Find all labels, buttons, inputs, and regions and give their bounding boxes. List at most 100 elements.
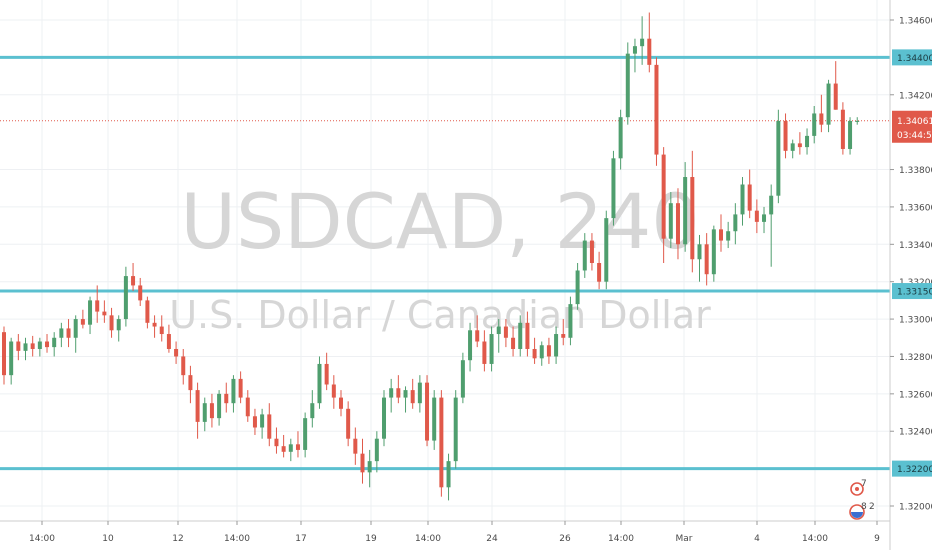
- badge-top-icon: [850, 482, 864, 496]
- candle-body: [769, 195, 774, 215]
- candle-body: [618, 117, 623, 159]
- price-tick-label: 1.33000: [899, 316, 932, 326]
- candle-body: [776, 120, 781, 196]
- candle-body: [288, 444, 293, 452]
- candle-body: [640, 38, 645, 47]
- candle-body: [805, 135, 810, 148]
- candle-body: [389, 388, 394, 398]
- candle-body: [826, 83, 831, 125]
- candle-body: [439, 397, 444, 488]
- candle-body: [797, 143, 802, 148]
- candle-body: [317, 363, 322, 404]
- badge-number-bottom-second: 2: [869, 502, 875, 512]
- candle-body: [554, 334, 559, 357]
- horizontal-levels[interactable]: [0, 55, 890, 471]
- candle-body: [310, 403, 315, 419]
- candle-body: [783, 120, 788, 151]
- candle-body: [231, 378, 236, 404]
- candle-body: [532, 348, 537, 359]
- candle-body: [525, 322, 530, 349]
- candle-body: [295, 444, 300, 450]
- time-tick-label: 10: [102, 534, 114, 544]
- indicator-badge[interactable]: 7 8 2: [849, 479, 875, 520]
- candle-body: [238, 378, 243, 398]
- candle-body: [188, 375, 193, 391]
- time-axis[interactable]: 14:00 10 12 14:00 17 19 14:00 24 26 14:00 Mar 4 14:0…: [29, 521, 880, 544]
- watermark: USDCAD, 240 U.S. Dollar / Canadian Dolla…: [169, 177, 711, 337]
- time-tick-label: 19: [365, 534, 377, 544]
- time-axis-background: [0, 521, 890, 550]
- candle-body: [425, 382, 430, 441]
- price-tick-label: 1.33400: [899, 241, 932, 251]
- candle-body: [675, 203, 680, 245]
- candle-body: [324, 363, 329, 385]
- candle-body: [833, 83, 838, 110]
- candle-body: [217, 393, 222, 419]
- candle-body: [23, 343, 28, 351]
- candle-body: [840, 109, 845, 149]
- candle-body: [754, 210, 759, 222]
- candle-body: [855, 120, 860, 122]
- candle-body: [123, 276, 128, 320]
- candle-body: [446, 461, 451, 488]
- candle-body: [575, 270, 580, 305]
- candle-body: [202, 403, 207, 422]
- candle-body: [597, 263, 602, 282]
- candle-body: [410, 390, 415, 404]
- candle-body: [733, 214, 738, 232]
- candle-body: [95, 300, 100, 312]
- time-tick-label: 17: [295, 534, 306, 544]
- candle-body: [281, 446, 286, 452]
- candle-body: [274, 438, 279, 447]
- candle-body: [374, 438, 379, 462]
- candle-body: [73, 319, 78, 338]
- candle-body: [546, 345, 551, 357]
- candle-body: [224, 393, 229, 404]
- candle-body: [116, 319, 121, 331]
- candle-body: [632, 46, 637, 54]
- level-price-tag: [892, 460, 932, 477]
- candle-body: [9, 341, 14, 376]
- candle-body: [2, 332, 6, 376]
- candle-body: [704, 244, 709, 275]
- candle-body: [37, 341, 42, 349]
- candle-body: [16, 341, 21, 351]
- candle-body: [496, 326, 501, 335]
- level-price-tag: [892, 49, 932, 66]
- candle-body: [166, 334, 171, 349]
- candle-body: [747, 184, 752, 211]
- time-tick-label: 24: [486, 534, 498, 544]
- candle-body: [654, 64, 659, 155]
- time-tick-label: 4: [754, 534, 760, 544]
- candle-body: [159, 326, 164, 335]
- bar-countdown: 03:44:56: [897, 131, 932, 141]
- time-tick-label: 14:00: [224, 534, 250, 544]
- candle-body: [303, 418, 308, 450]
- badge-number-bottom: 8: [861, 502, 867, 512]
- candle-body: [346, 408, 351, 439]
- candle-body: [59, 328, 64, 338]
- candle-body: [468, 330, 473, 361]
- time-tick-label: 12: [172, 534, 183, 544]
- candle-body: [52, 337, 57, 348]
- candle-body: [432, 397, 437, 441]
- candle-body: [453, 397, 458, 462]
- candle-body: [80, 319, 85, 325]
- candle-body: [503, 326, 508, 338]
- candle-body: [589, 240, 594, 263]
- candle-body: [625, 53, 630, 118]
- candle-body: [511, 337, 516, 349]
- time-tick-label: 9: [874, 534, 880, 544]
- candle-body: [382, 397, 387, 439]
- candle-body: [762, 214, 767, 222]
- level-price-label: 1.32200: [897, 465, 932, 475]
- candle-body: [174, 348, 179, 357]
- last-price-tag: [892, 110, 932, 143]
- price-tick-label: 1.32400: [899, 428, 932, 438]
- candle-body: [252, 416, 257, 428]
- level-price-label: 1.33150: [897, 288, 932, 298]
- candle-body: [561, 334, 566, 338]
- last-price-value: 1.34061: [897, 117, 932, 127]
